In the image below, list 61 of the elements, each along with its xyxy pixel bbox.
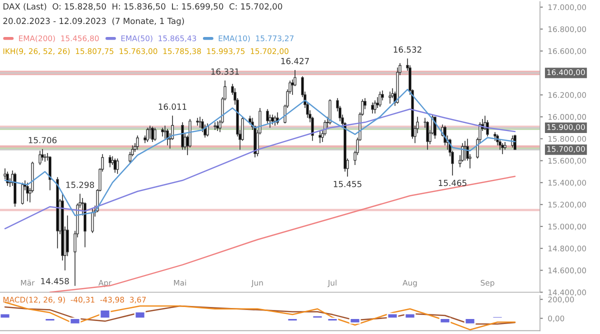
candlestick: [388, 91, 392, 104]
bar: [404, 312, 416, 320]
candlestick: [116, 158, 119, 174]
bar: [464, 318, 476, 325]
candlestick: [266, 108, 269, 124]
annotation: 15.298: [66, 182, 94, 188]
line-series: [4, 302, 516, 330]
candlestick: [214, 122, 216, 130]
candlestick: [486, 120, 489, 137]
bar: [286, 318, 298, 322]
line-series: [4, 305, 516, 325]
bar: [326, 318, 338, 322]
candlestick: [114, 158, 116, 174]
candlestick: [48, 156, 52, 191]
annotation: 14.458: [41, 278, 69, 284]
bar: [439, 318, 451, 324]
bar: [349, 318, 361, 324]
annotation: 15.465: [438, 180, 466, 186]
candlestick: [21, 182, 24, 205]
candlestick: [198, 116, 202, 128]
text: 20.02.2023 - 12.09.2023 (7 Monate, 1 Tag): [3, 18, 184, 26]
annotation: 15.706: [28, 136, 57, 144]
annotation: 16.011: [158, 104, 186, 110]
bar: [69, 318, 81, 325]
candlestick: [426, 120, 429, 150]
candlestick: [514, 134, 516, 150]
bar: [44, 318, 56, 322]
candlestick: [216, 120, 219, 132]
candlestick: [26, 182, 29, 202]
candlestick: [378, 91, 382, 108]
candlestick: [374, 100, 376, 114]
candlestick: [501, 142, 504, 155]
annotation: 15.455: [334, 180, 362, 188]
candlestick: [318, 130, 322, 144]
candlestick: [154, 127, 156, 142]
candlestick: [371, 102, 374, 114]
candlestick: [148, 125, 152, 140]
candlestick: [166, 128, 169, 146]
candlestick: [38, 150, 42, 166]
candlestick: [464, 140, 466, 162]
candlestick: [91, 208, 94, 234]
candlestick: [146, 127, 149, 142]
candlestick: [151, 126, 154, 142]
candlestick: [136, 135, 139, 150]
candlestick: [181, 122, 184, 150]
bar: [386, 312, 398, 320]
candlestick: [206, 122, 209, 137]
annotation: 16.331: [211, 68, 239, 75]
candlestick: [41, 148, 44, 162]
bar: [99, 309, 111, 320]
bar: [312, 314, 324, 320]
bar: [134, 311, 146, 320]
annotation: 16.427: [281, 58, 309, 64]
candlestick: [271, 114, 274, 125]
candlestick: [328, 98, 332, 125]
annotation: 16.532: [394, 46, 422, 53]
bar: [0, 312, 11, 320]
line-series: [4, 108, 516, 230]
candlestick: [6, 171, 9, 186]
chart-title: DAX (Last) O: 15.828,50 H: 15.836,50 L: 15.699,50 C: 15.702,00: [4, 3, 282, 11]
candlestick: [108, 154, 112, 168]
